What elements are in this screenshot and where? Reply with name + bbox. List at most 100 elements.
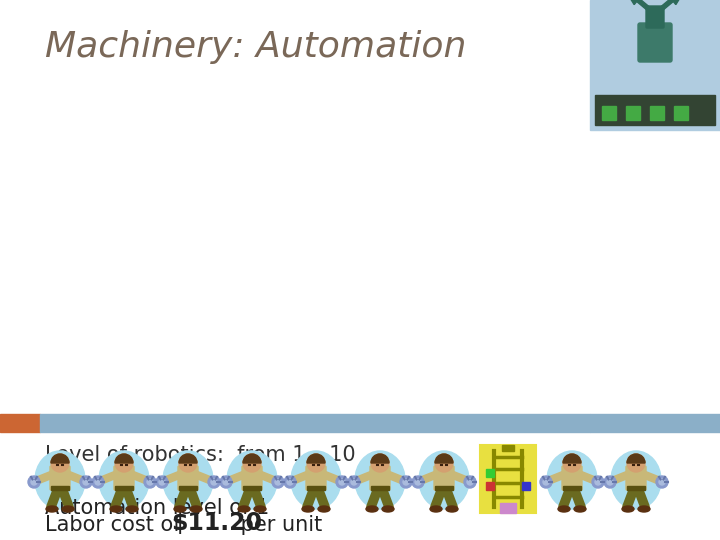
Wedge shape	[435, 454, 453, 463]
Circle shape	[592, 476, 604, 488]
Bar	[674, 106, 688, 120]
Text: Machinery: Automation: Machinery: Automation	[45, 30, 467, 64]
Circle shape	[115, 454, 133, 472]
Bar	[179, 486, 197, 490]
Circle shape	[464, 476, 476, 488]
Circle shape	[51, 454, 69, 472]
FancyArrow shape	[659, 0, 686, 11]
Ellipse shape	[62, 506, 74, 512]
Bar	[602, 106, 616, 120]
FancyBboxPatch shape	[242, 466, 262, 490]
Ellipse shape	[190, 506, 202, 512]
Circle shape	[595, 479, 601, 485]
Circle shape	[543, 479, 549, 485]
Circle shape	[179, 454, 197, 472]
Bar	[435, 486, 453, 490]
Wedge shape	[307, 454, 325, 463]
Circle shape	[243, 454, 261, 472]
Ellipse shape	[318, 506, 330, 512]
Circle shape	[348, 476, 360, 488]
Ellipse shape	[126, 506, 138, 512]
Wedge shape	[179, 454, 197, 463]
Ellipse shape	[366, 506, 378, 512]
Ellipse shape	[419, 451, 469, 509]
Ellipse shape	[174, 506, 186, 512]
Bar	[522, 482, 530, 490]
FancyBboxPatch shape	[370, 466, 390, 490]
Bar	[650, 106, 664, 120]
Wedge shape	[371, 454, 389, 463]
Circle shape	[28, 476, 40, 488]
Ellipse shape	[302, 506, 314, 512]
Circle shape	[403, 479, 409, 485]
Ellipse shape	[382, 506, 394, 512]
Bar	[371, 486, 389, 490]
Text: Labor cost of: Labor cost of	[45, 515, 187, 535]
Bar	[590, 414, 720, 432]
Text: $11.20: $11.20	[171, 511, 262, 535]
FancyBboxPatch shape	[638, 23, 672, 62]
Bar	[51, 486, 69, 490]
FancyBboxPatch shape	[114, 466, 134, 490]
Ellipse shape	[622, 506, 634, 512]
Bar	[627, 486, 645, 490]
Circle shape	[604, 476, 616, 488]
Bar	[243, 486, 261, 490]
Circle shape	[83, 479, 89, 485]
FancyBboxPatch shape	[434, 466, 454, 490]
Circle shape	[272, 476, 284, 488]
Wedge shape	[627, 454, 645, 463]
Circle shape	[223, 479, 229, 485]
Circle shape	[336, 476, 348, 488]
Bar	[595, 95, 715, 125]
Ellipse shape	[430, 506, 442, 512]
Bar	[563, 486, 581, 490]
Circle shape	[415, 479, 421, 485]
Circle shape	[95, 479, 101, 485]
Circle shape	[211, 479, 217, 485]
Circle shape	[284, 476, 296, 488]
FancyBboxPatch shape	[50, 466, 70, 490]
Text: Level of robotics:  from 1 – 10: Level of robotics: from 1 – 10	[45, 445, 356, 465]
Circle shape	[156, 476, 168, 488]
Ellipse shape	[110, 506, 122, 512]
Circle shape	[159, 479, 165, 485]
Bar	[590, 0, 720, 130]
Ellipse shape	[227, 451, 277, 509]
Circle shape	[656, 476, 668, 488]
Bar	[486, 469, 494, 477]
FancyBboxPatch shape	[306, 466, 326, 490]
Circle shape	[627, 454, 645, 472]
Ellipse shape	[547, 451, 597, 509]
Circle shape	[144, 476, 156, 488]
Circle shape	[412, 476, 424, 488]
Ellipse shape	[355, 451, 405, 509]
Circle shape	[31, 479, 37, 485]
Circle shape	[563, 454, 581, 472]
Ellipse shape	[238, 506, 250, 512]
Wedge shape	[563, 454, 581, 463]
Circle shape	[540, 476, 552, 488]
FancyBboxPatch shape	[646, 6, 664, 28]
Wedge shape	[243, 454, 261, 463]
Ellipse shape	[611, 451, 661, 509]
Circle shape	[467, 479, 473, 485]
Circle shape	[371, 454, 389, 472]
Circle shape	[607, 479, 613, 485]
Text: per unit: per unit	[234, 515, 323, 535]
Ellipse shape	[46, 506, 58, 512]
FancyArrow shape	[624, 0, 652, 11]
Circle shape	[307, 454, 325, 472]
Wedge shape	[115, 454, 133, 463]
Circle shape	[80, 476, 92, 488]
Ellipse shape	[291, 451, 341, 509]
Circle shape	[659, 479, 665, 485]
Circle shape	[339, 479, 345, 485]
Ellipse shape	[558, 506, 570, 512]
Text: Automation level of 1: Automation level of 1	[45, 498, 269, 518]
Bar	[40, 414, 590, 432]
FancyBboxPatch shape	[562, 466, 582, 490]
Ellipse shape	[446, 506, 458, 512]
Circle shape	[287, 479, 293, 485]
Bar	[480, 445, 536, 513]
